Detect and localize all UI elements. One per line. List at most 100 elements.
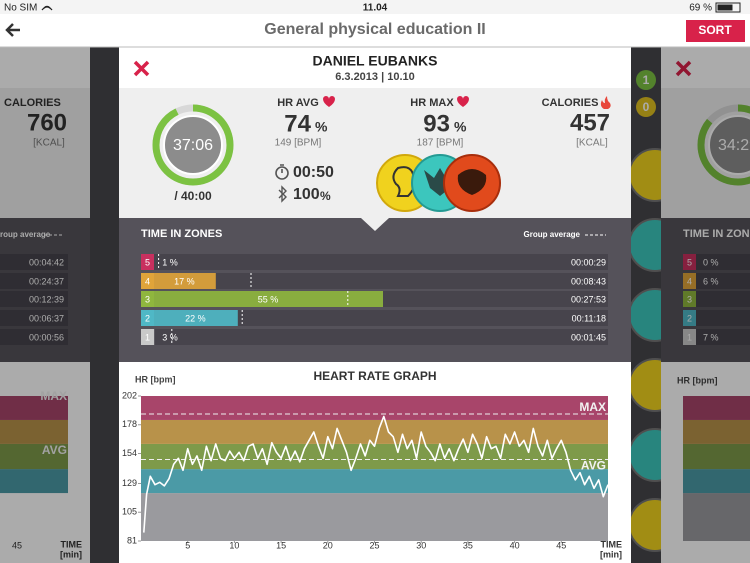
header-title: General physical education II bbox=[264, 21, 485, 38]
right-close bbox=[675, 60, 692, 77]
heart-rate-line bbox=[143, 415, 609, 533]
zone-number: 1 bbox=[145, 332, 150, 342]
hr-max-label: HR MAX bbox=[410, 97, 454, 109]
right-zone-swatch bbox=[683, 291, 696, 307]
zone-time: 00:11:18 bbox=[572, 313, 606, 323]
left-zone-row bbox=[0, 291, 68, 307]
left-zone-row bbox=[0, 273, 68, 289]
athlete-card: DANIEL EUBANKS 6.3.2013 | 10.10 HR AVG 7… bbox=[119, 47, 631, 563]
calories-value: 457 bbox=[570, 109, 610, 136]
zone-percent: 55 % bbox=[258, 294, 279, 304]
zone-percent: 17 % bbox=[174, 276, 195, 286]
right-zone-row bbox=[683, 291, 750, 307]
x-tick-label: 10 bbox=[229, 540, 239, 550]
fire-icon bbox=[600, 96, 611, 109]
zone-time: 00:27:53 bbox=[571, 294, 606, 304]
left-zone-band bbox=[0, 443, 68, 470]
right-y-label: HR [bpm] bbox=[677, 375, 718, 385]
left-calories-unit: [KCAL] bbox=[33, 138, 65, 149]
ring-inner bbox=[708, 115, 750, 175]
zone-time: 00:08:43 bbox=[571, 276, 606, 286]
zone-percent: 22 % bbox=[185, 313, 206, 323]
zone-swatch bbox=[141, 310, 154, 326]
avg-label: AVG bbox=[581, 459, 606, 473]
sort-button[interactable] bbox=[686, 20, 745, 42]
zone-band bbox=[141, 396, 608, 420]
right-zone-swatch bbox=[683, 310, 696, 326]
battery-value: 100 bbox=[293, 186, 320, 203]
zone-percent: 1 % bbox=[162, 257, 178, 267]
left-zone-band bbox=[0, 469, 68, 494]
left-zone-time: 00:12:39 bbox=[29, 294, 64, 304]
zone-number: 5 bbox=[145, 257, 150, 267]
right-zone-number: 4 bbox=[687, 276, 692, 286]
zone-swatch bbox=[141, 254, 154, 270]
left-dim bbox=[0, 47, 119, 563]
graph-title: HEART RATE GRAPH bbox=[313, 369, 436, 383]
right-card: 34:29 TIME IN ZONES 5 0 % 4 6 % 3 2 1 7 % HR [bpm] bbox=[661, 47, 750, 563]
sort-label[interactable]: SORT bbox=[698, 23, 732, 37]
y-tick-label: 154 bbox=[122, 448, 137, 458]
close-button[interactable] bbox=[133, 60, 150, 77]
y-tick-label: 202 bbox=[122, 390, 137, 400]
right-zone-percent: 0 % bbox=[703, 257, 719, 267]
session-date: 6.3.2013 | 10.10 bbox=[335, 71, 415, 83]
left-x-label: [min] bbox=[60, 549, 82, 559]
left-max: MAX bbox=[40, 389, 67, 403]
battery-icon bbox=[715, 2, 741, 13]
left-zone-row bbox=[0, 329, 68, 345]
zone-bar bbox=[141, 310, 238, 326]
bluetooth-icon bbox=[278, 185, 287, 203]
zone-row bbox=[141, 273, 608, 289]
hr-max-bpm: 187 [BPM] bbox=[417, 138, 464, 149]
duration: 34:29 bbox=[718, 137, 750, 154]
zone-band bbox=[141, 469, 608, 494]
ring-progress bbox=[152, 104, 234, 186]
avatar-tiger bbox=[457, 169, 487, 195]
carrier: No SIM bbox=[4, 3, 37, 14]
back-button[interactable] bbox=[5, 23, 20, 37]
athlete-name: DANIEL EUBANKS bbox=[313, 53, 438, 69]
zone-bar bbox=[141, 273, 216, 289]
right-zone-percent: 7 % bbox=[703, 332, 719, 342]
x-tick-label: 45 bbox=[556, 540, 566, 550]
left-calories-label: CALORIES bbox=[4, 97, 61, 109]
zones-title: TIME IN ZONES bbox=[141, 228, 222, 240]
header-bar bbox=[0, 14, 750, 47]
zone-band bbox=[141, 419, 608, 444]
right-zone-row bbox=[683, 329, 750, 345]
right-zone-band bbox=[683, 469, 750, 494]
x-tick-label: 30 bbox=[416, 540, 426, 550]
left-legend: roup average bbox=[0, 230, 51, 239]
heart-icon bbox=[323, 96, 335, 107]
zone-number: 4 bbox=[145, 276, 150, 286]
hr-avg-label: HR AVG bbox=[277, 97, 319, 109]
ring-progress bbox=[697, 104, 750, 186]
zone-row bbox=[141, 329, 608, 345]
right-top bbox=[661, 47, 750, 88]
left-zone-row bbox=[0, 310, 68, 326]
left-tick: 45 bbox=[12, 540, 22, 550]
x-tick-label: 35 bbox=[463, 540, 473, 550]
hr-max-value: 93 bbox=[423, 110, 450, 137]
x-tick-label: 25 bbox=[369, 540, 379, 550]
duration-target: / 40:00 bbox=[174, 189, 212, 203]
right-zone-number: 3 bbox=[687, 294, 692, 304]
hr-avg-bpm: 149 [BPM] bbox=[275, 138, 322, 149]
hr-avg-value: 74 bbox=[284, 110, 311, 137]
right-zone-band bbox=[683, 493, 750, 541]
zone-number: 3 bbox=[145, 294, 150, 304]
zone-bar bbox=[141, 291, 383, 307]
max-label: MAX bbox=[579, 400, 606, 414]
right-zone-band bbox=[683, 419, 750, 444]
stopwatch-hand bbox=[280, 164, 284, 173]
left-stats bbox=[0, 88, 90, 218]
badge-value: 0 bbox=[643, 100, 650, 114]
right-zones-title: TIME IN ZONES bbox=[683, 228, 750, 240]
clock: 11.04 bbox=[363, 3, 388, 14]
zone-percent: 3 % bbox=[162, 332, 178, 342]
zone-row bbox=[141, 254, 608, 270]
x-tick-label: 20 bbox=[323, 540, 333, 550]
